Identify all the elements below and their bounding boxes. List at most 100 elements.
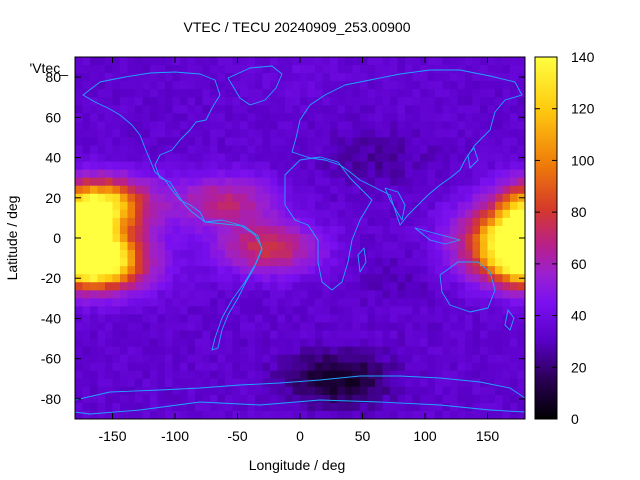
heat-cell — [352, 137, 361, 147]
heat-cell — [495, 250, 504, 259]
heat-cell — [247, 242, 256, 251]
heat-cell — [375, 145, 384, 155]
heat-cell — [510, 402, 519, 412]
heat-cell — [270, 65, 279, 74]
heat-cell — [270, 225, 279, 235]
heat-cell — [300, 314, 309, 324]
heat-cell — [225, 89, 234, 98]
heat-cell — [457, 282, 466, 291]
heat-cell — [315, 250, 324, 259]
heat-cell — [270, 370, 279, 380]
heat-cell — [367, 145, 376, 155]
heat-cell — [330, 322, 339, 332]
heat-cell — [150, 386, 159, 396]
heat-cell — [435, 378, 444, 388]
heat-cell — [457, 394, 466, 404]
heat-cell — [427, 121, 436, 130]
heat-cell — [487, 338, 496, 348]
heat-cell — [435, 137, 444, 147]
heat-cell — [300, 378, 309, 388]
heat-cell — [517, 169, 525, 179]
heat-cell — [487, 81, 496, 90]
heat-cell — [517, 322, 525, 332]
heat-cell — [300, 161, 309, 171]
heat-cell — [112, 81, 121, 90]
heat-cell — [105, 201, 114, 211]
heat-cell — [270, 145, 279, 155]
heat-cell — [285, 193, 294, 203]
heat-cell — [472, 250, 481, 259]
heat-cell — [82, 113, 91, 122]
heat-cell — [247, 217, 256, 227]
heat-cell — [157, 346, 166, 356]
heat-cell — [382, 89, 391, 98]
heat-cell — [82, 57, 91, 66]
heat-cell — [277, 330, 286, 340]
heat-cell — [217, 129, 226, 139]
heat-cell — [450, 314, 459, 324]
heat-cell — [210, 330, 219, 340]
heat-cell — [240, 266, 249, 275]
heat-cell — [315, 290, 324, 299]
heat-cell — [262, 233, 271, 243]
heat-cell — [390, 258, 399, 267]
heat-cell — [450, 137, 459, 147]
heat-cell — [82, 402, 91, 412]
heat-cell — [165, 153, 174, 163]
heat-cell — [142, 121, 151, 130]
heat-cell — [337, 274, 346, 283]
heat-cell — [375, 169, 384, 179]
heat-cell — [352, 362, 361, 372]
heat-cell — [337, 185, 346, 195]
heat-cell — [382, 402, 391, 412]
heat-cell — [510, 274, 519, 283]
heat-cell — [517, 137, 525, 147]
heat-cell — [247, 105, 256, 114]
heat-cell — [105, 129, 114, 139]
heat-cell — [217, 290, 226, 299]
heat-cell — [120, 362, 129, 372]
heat-cell — [262, 193, 271, 203]
heat-cell — [232, 73, 241, 82]
heat-cell — [75, 81, 84, 90]
heat-cell — [195, 274, 204, 283]
heat-cell — [352, 177, 361, 187]
heat-cell — [105, 386, 114, 396]
heat-cell — [105, 161, 114, 171]
heat-cell — [322, 266, 331, 275]
heat-cell — [315, 113, 324, 122]
heat-cell — [487, 402, 496, 412]
heat-cell — [352, 129, 361, 139]
heat-cell — [120, 346, 129, 356]
heat-cell — [217, 89, 226, 98]
heat-cell — [120, 242, 129, 251]
heat-cell — [247, 258, 256, 267]
heat-cell — [397, 161, 406, 171]
heat-cell — [292, 258, 301, 267]
heat-cell — [112, 274, 121, 283]
heat-cell — [390, 169, 399, 179]
heat-cell — [165, 298, 174, 307]
heat-cell — [127, 209, 136, 219]
heat-cell — [82, 290, 91, 299]
heat-cell — [322, 201, 331, 211]
heat-cell — [195, 266, 204, 275]
heat-cell — [210, 322, 219, 332]
heat-cell — [75, 346, 84, 356]
heat-cell — [255, 89, 264, 98]
heat-cell — [307, 274, 316, 283]
heat-cell — [487, 169, 496, 179]
heat-cell — [285, 209, 294, 219]
heat-cell — [180, 137, 189, 147]
heat-cell — [390, 298, 399, 307]
heat-cell — [442, 322, 451, 332]
heat-cell — [120, 330, 129, 340]
heat-cell — [337, 137, 346, 147]
heat-cell — [180, 266, 189, 275]
heat-cell — [225, 370, 234, 380]
heat-cell — [202, 129, 211, 139]
heat-cell — [510, 97, 519, 106]
heat-cell — [172, 137, 181, 147]
heat-cell — [487, 314, 496, 324]
heat-cell — [157, 217, 166, 227]
